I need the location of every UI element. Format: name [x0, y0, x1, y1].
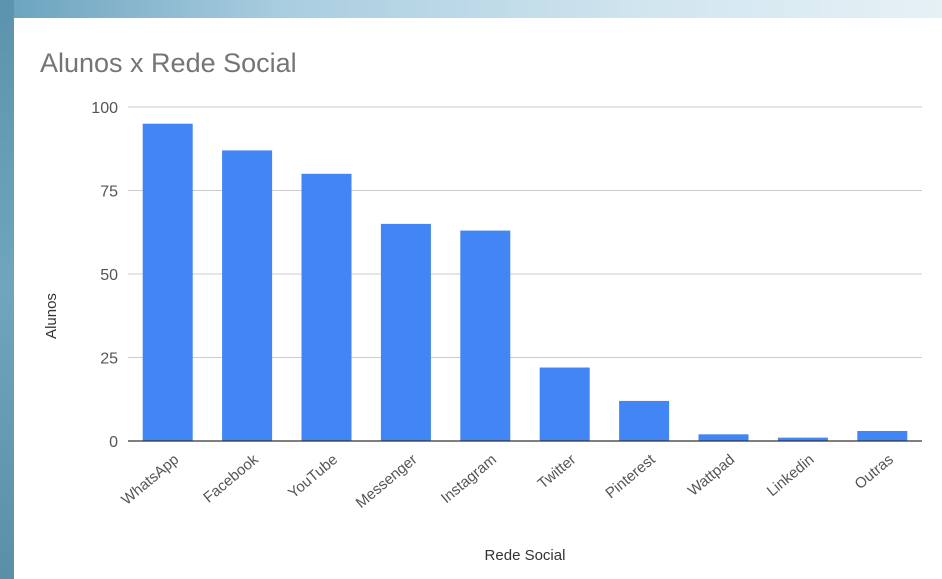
x-tick-label: Instagram — [438, 451, 500, 507]
x-tick-label: Twitter — [534, 451, 579, 492]
chart-title: Alunos x Rede Social — [40, 48, 297, 78]
x-axis-title: Rede Social — [485, 547, 566, 564]
x-tick-label: Wattpad — [685, 451, 738, 500]
x-tick-label: WhatsApp — [118, 451, 182, 509]
bar-facebook — [222, 150, 273, 442]
x-tick-label: Pinterest — [602, 451, 659, 503]
bar-instagram — [460, 230, 511, 441]
bar-messenger — [380, 223, 431, 441]
y-tick-label: 100 — [91, 100, 118, 117]
y-axis-ticks: 0 25 50 75 100 — [91, 100, 118, 451]
x-tick-label: YouTube — [285, 451, 341, 502]
bar-pinterest — [619, 400, 670, 441]
x-tick-label: Messenger — [353, 451, 421, 512]
y-tick-label: 75 — [100, 184, 118, 201]
bar-whatsapp — [142, 123, 193, 441]
x-tick-label: Outras — [851, 451, 896, 493]
y-tick-label: 50 — [100, 267, 118, 284]
bar-twitter — [539, 367, 590, 441]
bars — [142, 123, 908, 442]
y-axis-title: Alunos — [43, 293, 60, 339]
background-top-edge — [0, 0, 942, 18]
bar-linkedin — [777, 437, 828, 441]
x-axis-ticks: WhatsApp Facebook YouTube Messenger Instagra… — [118, 451, 897, 512]
bar-outras — [857, 430, 908, 441]
x-tick-label: Linkedin — [764, 451, 818, 500]
y-tick-label: 25 — [100, 351, 118, 368]
chart-card: Alunos x Rede Social Alunos Rede Social … — [14, 18, 942, 579]
bar-youtube — [301, 173, 352, 442]
x-tick-label: Facebook — [200, 451, 262, 507]
bar-wattpad — [698, 434, 749, 441]
bar-chart: Alunos x Rede Social Alunos Rede Social … — [40, 48, 922, 564]
background-left-edge — [0, 0, 14, 579]
y-tick-label: 0 — [109, 434, 118, 451]
